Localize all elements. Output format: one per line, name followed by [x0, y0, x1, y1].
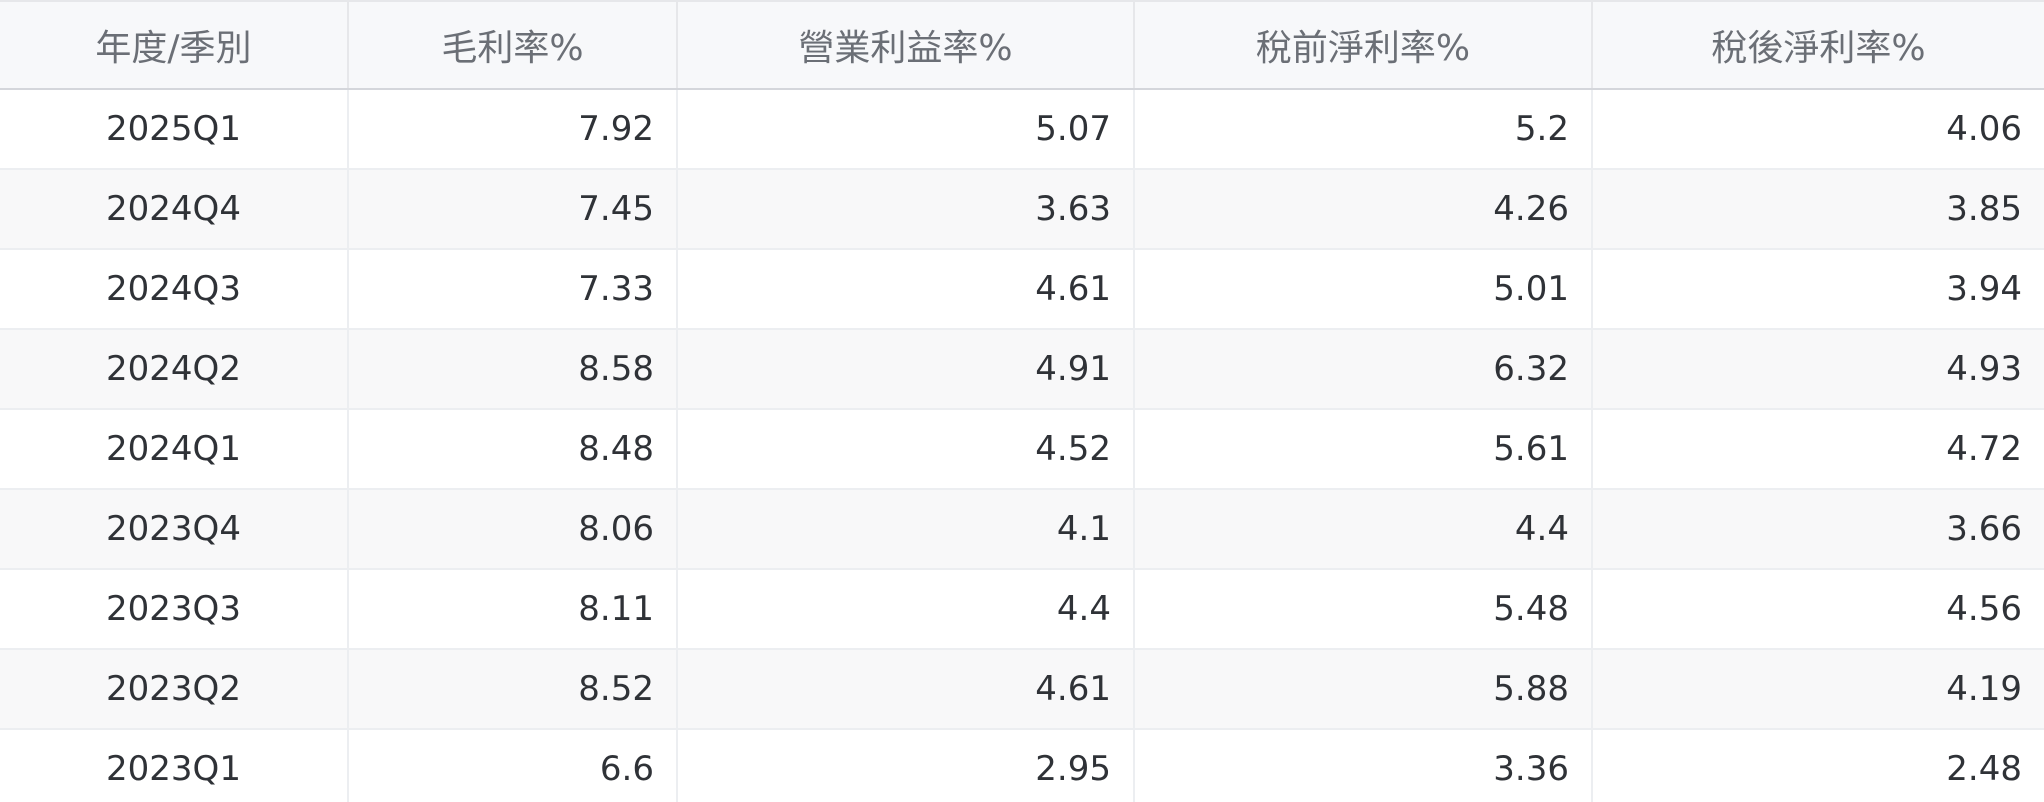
cell-period: 2023Q2 — [0, 649, 349, 730]
cell-net-margin: 4.19 — [1592, 649, 2044, 730]
cell-operating-margin: 4.1 — [677, 489, 1135, 570]
header-pretax-margin[interactable]: 稅前淨利率% — [1134, 0, 1593, 90]
cell-gross-margin: 8.11 — [348, 569, 678, 650]
cell-gross-margin: 6.6 — [348, 729, 678, 802]
cell-operating-margin: 4.61 — [677, 649, 1135, 730]
header-operating-margin[interactable]: 營業利益率% — [677, 0, 1135, 90]
table-row: 2024Q2 8.58 4.91 6.32 4.93 — [0, 329, 2044, 410]
header-period[interactable]: 年度/季別 — [0, 0, 349, 90]
cell-net-margin: 3.66 — [1592, 489, 2044, 570]
cell-pretax-margin: 6.32 — [1134, 329, 1593, 410]
table-row: 2023Q4 8.06 4.1 4.4 3.66 — [0, 489, 2044, 570]
cell-pretax-margin: 5.01 — [1134, 249, 1593, 330]
cell-pretax-margin: 4.4 — [1134, 489, 1593, 570]
cell-operating-margin: 5.07 — [677, 89, 1135, 170]
cell-gross-margin: 7.92 — [348, 89, 678, 170]
cell-period: 2023Q1 — [0, 729, 349, 802]
cell-period: 2024Q2 — [0, 329, 349, 410]
cell-pretax-margin: 3.36 — [1134, 729, 1593, 802]
cell-period: 2023Q3 — [0, 569, 349, 650]
cell-operating-margin: 4.4 — [677, 569, 1135, 650]
cell-pretax-margin: 5.88 — [1134, 649, 1593, 730]
cell-net-margin: 4.56 — [1592, 569, 2044, 650]
table-row: 2023Q1 6.6 2.95 3.36 2.48 — [0, 729, 2044, 802]
table-row: 2025Q1 7.92 5.07 5.2 4.06 — [0, 89, 2044, 170]
cell-gross-margin: 8.06 — [348, 489, 678, 570]
table-row: 2024Q1 8.48 4.52 5.61 4.72 — [0, 409, 2044, 490]
cell-period: 2023Q4 — [0, 489, 349, 570]
cell-net-margin: 2.48 — [1592, 729, 2044, 802]
cell-pretax-margin: 5.2 — [1134, 89, 1593, 170]
cell-operating-margin: 4.91 — [677, 329, 1135, 410]
header-net-margin[interactable]: 稅後淨利率% — [1592, 0, 2044, 90]
cell-net-margin: 4.72 — [1592, 409, 2044, 490]
cell-gross-margin: 7.45 — [348, 169, 678, 250]
cell-period: 2024Q3 — [0, 249, 349, 330]
cell-pretax-margin: 5.61 — [1134, 409, 1593, 490]
cell-operating-margin: 3.63 — [677, 169, 1135, 250]
cell-gross-margin: 8.52 — [348, 649, 678, 730]
cell-net-margin: 3.94 — [1592, 249, 2044, 330]
cell-pretax-margin: 4.26 — [1134, 169, 1593, 250]
cell-operating-margin: 4.61 — [677, 249, 1135, 330]
table-row: 2024Q4 7.45 3.63 4.26 3.85 — [0, 169, 2044, 250]
header-row: 年度/季別 毛利率% 營業利益率% 稅前淨利率% 稅後淨利率% — [0, 0, 2044, 90]
table-row: 2024Q3 7.33 4.61 5.01 3.94 — [0, 249, 2044, 330]
cell-net-margin: 4.06 — [1592, 89, 2044, 170]
cell-gross-margin: 8.58 — [348, 329, 678, 410]
cell-gross-margin: 7.33 — [348, 249, 678, 330]
table-row: 2023Q2 8.52 4.61 5.88 4.19 — [0, 649, 2044, 730]
table-body: 2025Q1 7.92 5.07 5.2 4.06 2024Q4 7.45 3.… — [0, 89, 2044, 802]
cell-period: 2024Q4 — [0, 169, 349, 250]
table-row: 2023Q3 8.11 4.4 5.48 4.56 — [0, 569, 2044, 650]
cell-net-margin: 3.85 — [1592, 169, 2044, 250]
cell-operating-margin: 2.95 — [677, 729, 1135, 802]
cell-operating-margin: 4.52 — [677, 409, 1135, 490]
cell-period: 2024Q1 — [0, 409, 349, 490]
header-gross-margin[interactable]: 毛利率% — [348, 0, 678, 90]
cell-pretax-margin: 5.48 — [1134, 569, 1593, 650]
cell-gross-margin: 8.48 — [348, 409, 678, 490]
cell-period: 2025Q1 — [0, 89, 349, 170]
table-header: 年度/季別 毛利率% 營業利益率% 稅前淨利率% 稅後淨利率% — [0, 0, 2044, 90]
cell-net-margin: 4.93 — [1592, 329, 2044, 410]
